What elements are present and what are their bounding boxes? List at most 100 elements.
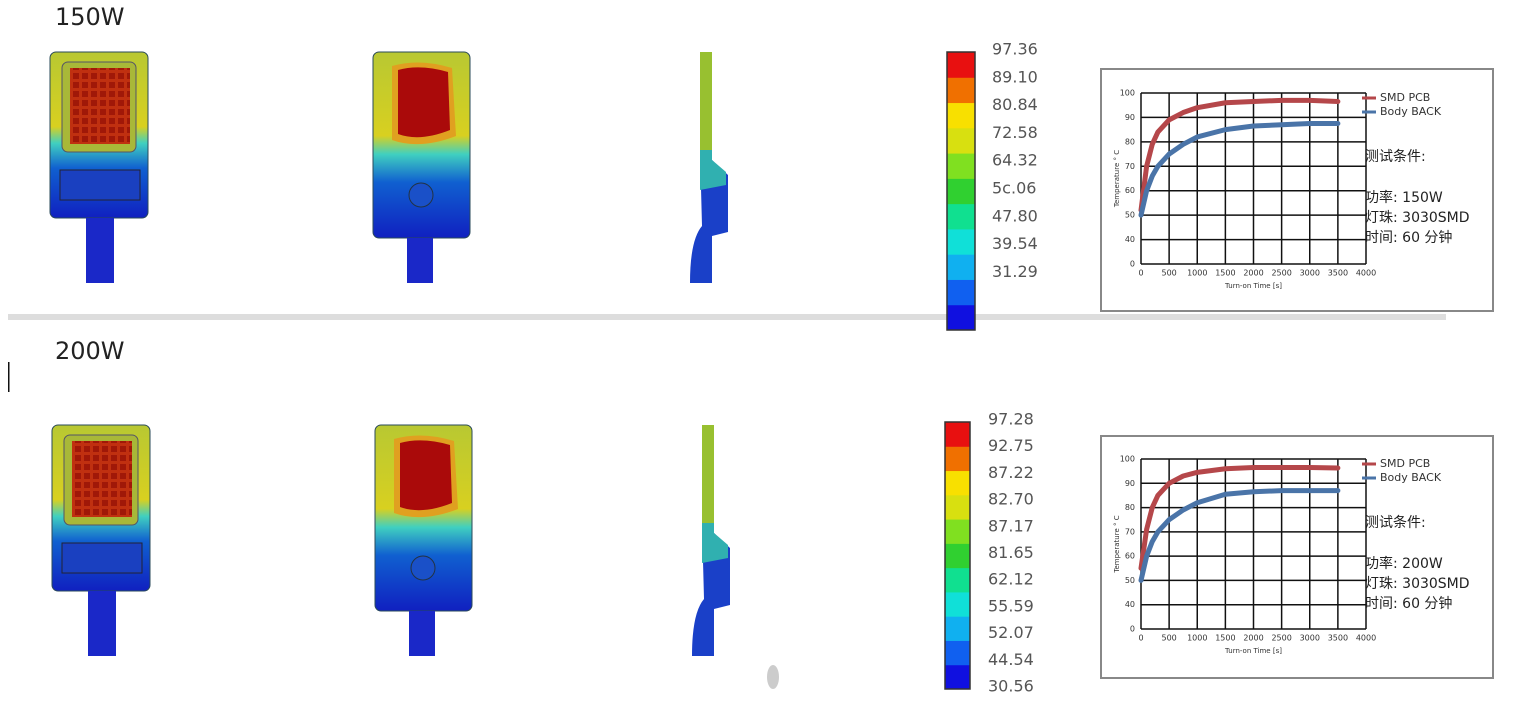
scale-band xyxy=(947,178,975,205)
y-tick-label: 100 xyxy=(1120,89,1135,98)
scale-band xyxy=(945,567,970,593)
x-tick-label: 3000 xyxy=(1300,269,1320,278)
scale-label: 52.07 xyxy=(988,623,1034,642)
scale-band xyxy=(947,254,975,280)
text-cursor xyxy=(8,362,10,392)
scale-band xyxy=(945,422,970,447)
x-tick-label: 500 xyxy=(1161,634,1176,643)
y-tick-label: 80 xyxy=(1125,503,1135,512)
x-tick-label: 1500 xyxy=(1215,269,1235,278)
series-line xyxy=(1138,465,1341,571)
thermal-side xyxy=(692,425,730,656)
scale-border xyxy=(946,51,976,331)
y-axis-label: Temperature ° C xyxy=(1113,150,1121,208)
scale-label: 64.32 xyxy=(992,151,1038,170)
scale-band xyxy=(947,304,975,331)
chart-note: 灯珠: 3030SMD xyxy=(1365,210,1470,226)
scale-band xyxy=(947,77,975,104)
chart-note: 测试条件: xyxy=(1365,148,1426,165)
x-tick-label: 4000 xyxy=(1356,634,1376,643)
y-tick-label: 0 xyxy=(1130,625,1135,634)
thermal-front xyxy=(49,51,149,284)
scale-band xyxy=(945,446,970,472)
y-tick-label: 40 xyxy=(1125,235,1135,244)
chart-frame xyxy=(1100,435,1494,679)
x-tick-label: 1000 xyxy=(1187,269,1207,278)
scale-band xyxy=(947,203,975,230)
x-tick-label: 2000 xyxy=(1243,634,1263,643)
y-tick-label: 50 xyxy=(1125,211,1135,220)
y-tick-label: 50 xyxy=(1125,576,1135,585)
chart-note: 测试条件: xyxy=(1365,514,1426,531)
scale-border xyxy=(944,421,971,690)
y-tick-label: 0 xyxy=(1130,260,1135,269)
scale-label: 62.12 xyxy=(988,570,1034,589)
x-tick-label: 1000 xyxy=(1187,634,1207,643)
x-tick-label: 3500 xyxy=(1328,634,1348,643)
section-title: 200W xyxy=(55,337,125,365)
thermal-back xyxy=(372,51,471,284)
scale-band xyxy=(945,519,970,544)
x-tick-label: 2500 xyxy=(1271,269,1291,278)
x-tick-label: 0 xyxy=(1138,634,1143,643)
scale-label: 87.17 xyxy=(988,516,1034,535)
x-tick-label: 3000 xyxy=(1300,634,1320,643)
x-tick-label: 4000 xyxy=(1356,269,1376,278)
scale-label: 92.75 xyxy=(988,436,1034,455)
artifact xyxy=(767,665,779,689)
y-tick-label: 60 xyxy=(1125,552,1135,561)
section-title: 150W xyxy=(55,3,125,31)
legend-label: SMD PCB xyxy=(1380,457,1430,470)
scale-band xyxy=(945,591,970,617)
scale-band xyxy=(945,543,970,569)
x-tick-label: 0 xyxy=(1138,269,1143,278)
scale-label: 5c.06 xyxy=(992,179,1036,198)
x-tick-label: 2000 xyxy=(1243,269,1263,278)
scale-band xyxy=(945,664,970,690)
scale-label: 31.29 xyxy=(992,262,1038,281)
y-tick-label: 100 xyxy=(1120,455,1135,464)
scale-band xyxy=(945,470,970,496)
separator xyxy=(8,314,1446,320)
scale-label: 44.54 xyxy=(988,650,1034,669)
scale-label: 30.56 xyxy=(988,677,1034,696)
x-axis-label: Turn-on Time [s] xyxy=(1224,282,1282,290)
y-tick-label: 90 xyxy=(1125,479,1135,488)
x-tick-label: 3500 xyxy=(1328,269,1348,278)
legend-label: Body BACK xyxy=(1380,105,1442,118)
thermal-side xyxy=(690,52,728,283)
scale-band xyxy=(947,52,975,78)
y-tick-label: 70 xyxy=(1125,162,1135,171)
x-tick-label: 1500 xyxy=(1215,634,1235,643)
y-axis-label: Temperature ° C xyxy=(1113,515,1121,573)
chart-note: 功率: 200W xyxy=(1365,555,1443,572)
y-tick-label: 40 xyxy=(1125,600,1135,609)
legend-label: Body BACK xyxy=(1380,471,1442,484)
y-tick-label: 70 xyxy=(1125,527,1135,536)
scale-label: 47.80 xyxy=(992,206,1038,225)
series-line xyxy=(1138,121,1341,218)
thermal-back xyxy=(374,424,473,657)
scale-label: 39.54 xyxy=(992,234,1038,253)
scale-label: 81.65 xyxy=(988,543,1034,562)
legend-label: SMD PCB xyxy=(1380,91,1430,104)
scale-band xyxy=(947,228,975,255)
scale-band xyxy=(945,616,970,641)
scale-band xyxy=(945,640,970,666)
y-tick-label: 60 xyxy=(1125,186,1135,195)
chart-note: 时间: 60 分钟 xyxy=(1365,595,1452,612)
y-tick-label: 80 xyxy=(1125,137,1135,146)
scale-band xyxy=(947,102,975,129)
series-line xyxy=(1138,488,1341,583)
scale-band xyxy=(945,494,970,520)
x-tick-label: 2500 xyxy=(1271,634,1291,643)
scale-band xyxy=(947,153,975,179)
scale-label: 72.58 xyxy=(992,123,1038,142)
scale-band xyxy=(947,127,975,154)
scale-label: 80.84 xyxy=(992,95,1038,114)
scale-label: 55.59 xyxy=(988,596,1034,615)
chart-note: 灯珠: 3030SMD xyxy=(1365,576,1470,592)
scale-label: 97.36 xyxy=(992,40,1038,59)
